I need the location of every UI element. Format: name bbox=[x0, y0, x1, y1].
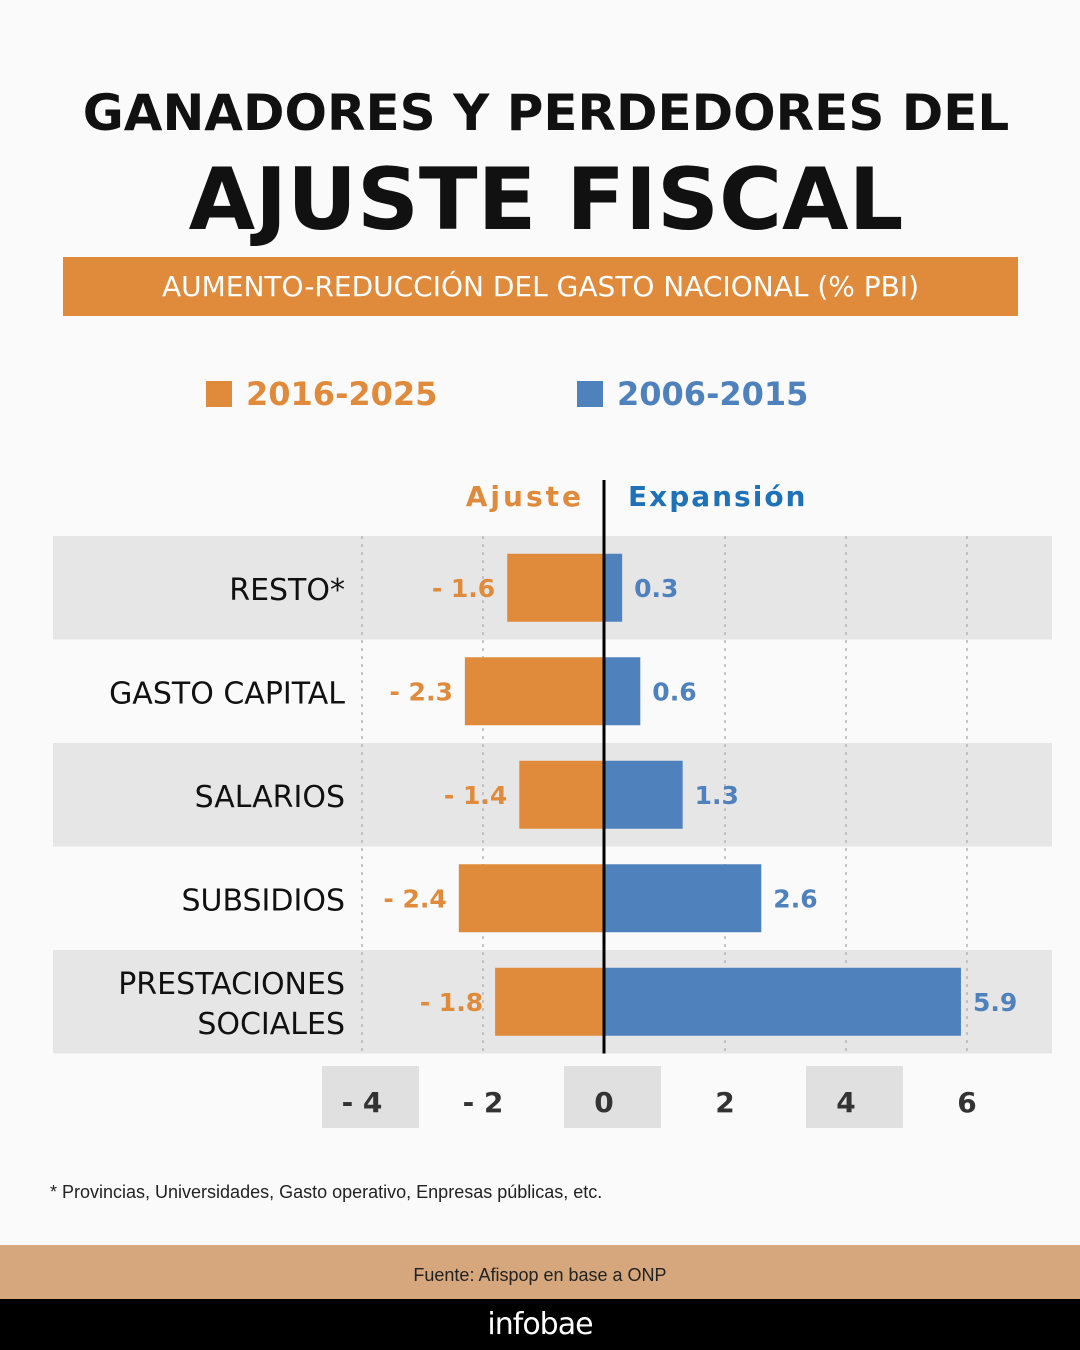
legend-item-2006-2015: 2006-2015 bbox=[577, 375, 808, 413]
legend-item-2016-2025: 2016-2025 bbox=[206, 375, 437, 413]
chart-subtitle: AUMENTO-REDUCCIÓN DEL GASTO NACIONAL (% … bbox=[63, 257, 1018, 316]
tick-box bbox=[806, 1066, 903, 1128]
category-label: PRESTACIONES bbox=[118, 967, 345, 1002]
brand-band: infobae bbox=[0, 1299, 1080, 1350]
side-label-ajuste: Ajuste bbox=[466, 480, 584, 513]
value-label-2016-2025: - 1.8 bbox=[420, 988, 483, 1017]
value-label-2006-2015: 2.6 bbox=[773, 884, 817, 913]
x-tick-label: - 4 bbox=[342, 1086, 383, 1119]
bar-2006-2015 bbox=[604, 553, 623, 622]
legend-label-2016-2025: 2016-2025 bbox=[246, 375, 438, 413]
bar-2006-2015 bbox=[604, 967, 961, 1036]
source-text: Fuente: Afispop en base a ONP bbox=[413, 1265, 667, 1285]
category-label: RESTO* bbox=[229, 573, 345, 608]
bar-2006-2015 bbox=[604, 760, 683, 829]
value-label-2006-2015: 0.6 bbox=[652, 677, 696, 706]
legend-label-2006-2015: 2006-2015 bbox=[617, 375, 809, 413]
x-tick-label: 6 bbox=[957, 1086, 976, 1119]
source-band: Fuente: Afispop en base a ONP bbox=[0, 1245, 1080, 1299]
x-tick-label: 0 bbox=[594, 1086, 613, 1119]
bar-2016-2025 bbox=[458, 864, 604, 933]
side-label-expansion: Expansión bbox=[628, 480, 808, 513]
bar-2016-2025 bbox=[495, 967, 604, 1036]
brand-logo: infobae bbox=[487, 1307, 593, 1342]
bar-2016-2025 bbox=[519, 760, 604, 829]
value-label-2016-2025: - 2.4 bbox=[383, 884, 446, 913]
tick-box bbox=[322, 1066, 419, 1128]
tick-box bbox=[564, 1066, 661, 1128]
value-label-2006-2015: 5.9 bbox=[973, 988, 1017, 1017]
category-label: SALARIOS bbox=[195, 780, 345, 815]
bar-chart: - 1.6 0.3 RESTO* - 2.3 0.6 GASTO CAPITAL - 1.4… bbox=[53, 480, 1052, 1128]
bar-2016-2025 bbox=[464, 657, 604, 726]
legend-swatch-orange bbox=[206, 381, 232, 407]
x-tick-label: - 2 bbox=[463, 1086, 504, 1119]
value-label-2016-2025: - 1.6 bbox=[432, 574, 495, 603]
value-label-2016-2025: - 2.3 bbox=[389, 677, 452, 706]
x-tick-label: 4 bbox=[836, 1086, 855, 1119]
footnote: * Provincias, Universidades, Gasto opera… bbox=[50, 1182, 603, 1202]
bar-2016-2025 bbox=[507, 553, 604, 622]
category-label: SUBSIDIOS bbox=[181, 883, 345, 918]
legend-swatch-blue bbox=[577, 381, 603, 407]
bar-2006-2015 bbox=[604, 657, 641, 726]
category-label: GASTO CAPITAL bbox=[109, 676, 345, 711]
value-label-2006-2015: 1.3 bbox=[695, 781, 739, 810]
value-label-2006-2015: 0.3 bbox=[634, 574, 678, 603]
value-label-2016-2025: - 1.4 bbox=[444, 781, 507, 810]
title-line-2: AJUSTE FISCAL bbox=[188, 150, 904, 250]
title-line-1: GANADORES Y PERDEDORES DEL bbox=[82, 84, 1010, 142]
bar-2006-2015 bbox=[604, 864, 762, 933]
x-tick-label: 2 bbox=[715, 1086, 734, 1119]
category-label: SOCIALES bbox=[197, 1007, 345, 1042]
